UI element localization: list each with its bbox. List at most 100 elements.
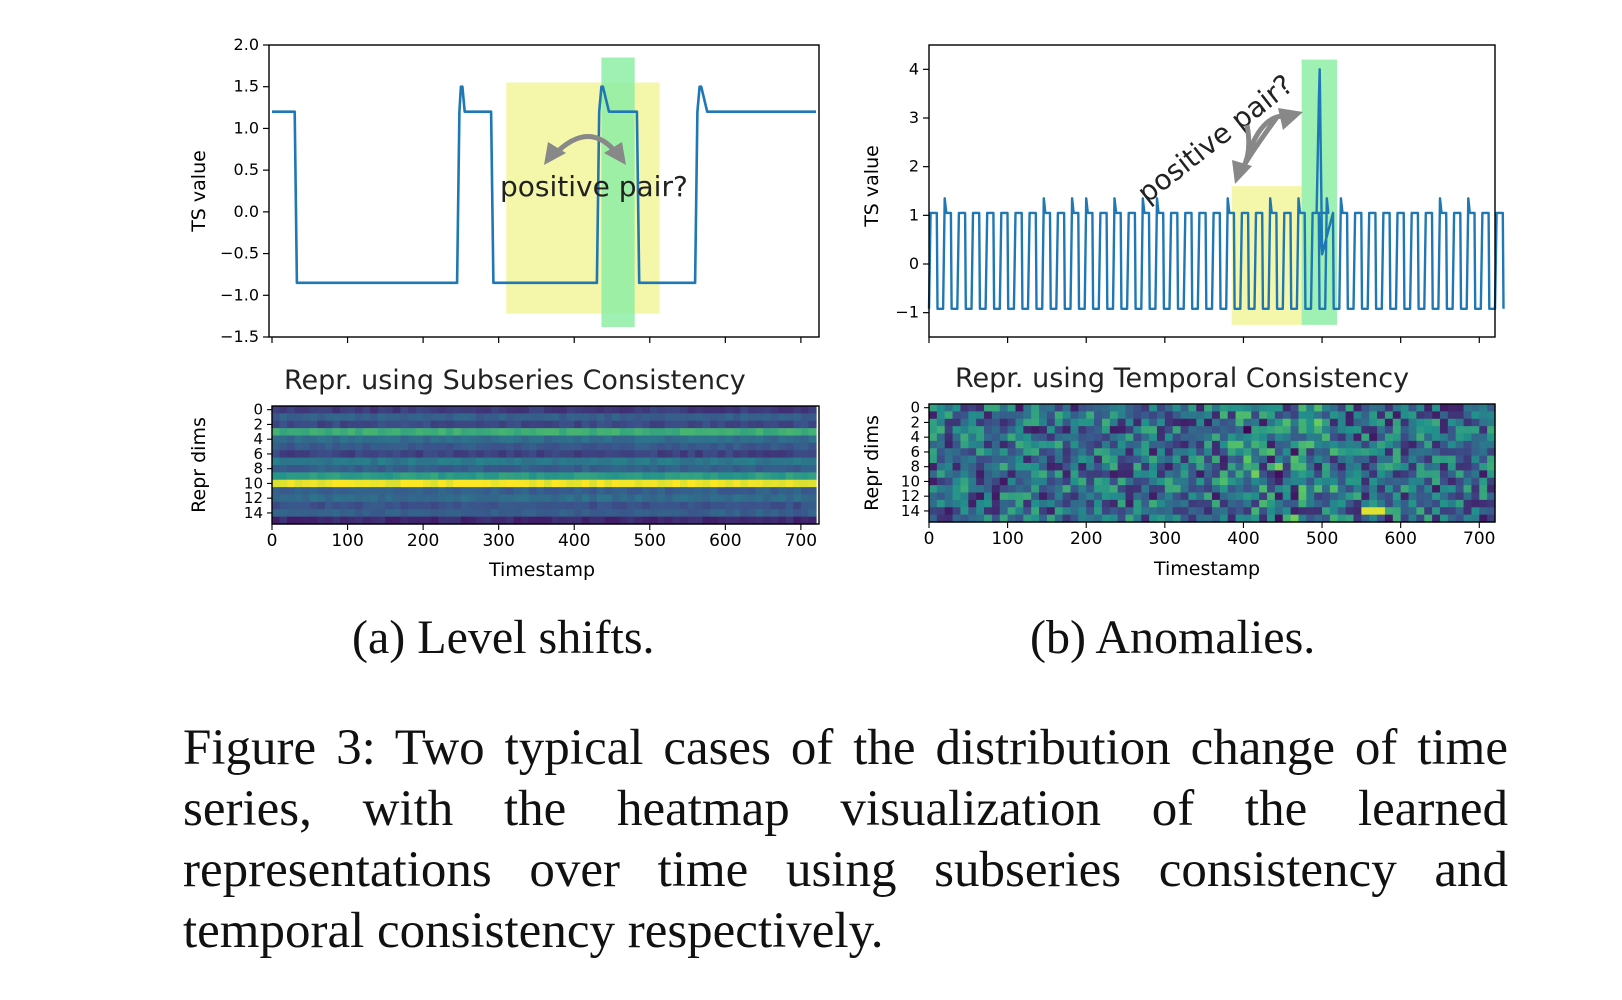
heatmap-cell	[362, 509, 371, 518]
heatmap-cell	[1046, 418, 1056, 427]
heatmap-cell	[748, 435, 757, 444]
heatmap-cell	[1322, 448, 1331, 457]
heatmap-cell	[445, 516, 454, 525]
heatmap-cell	[999, 404, 1009, 412]
heatmap-cell	[1196, 448, 1205, 457]
heatmap-cell	[1062, 440, 1072, 449]
heatmap-cell	[1141, 448, 1150, 457]
heatmap-cell	[1039, 485, 1048, 494]
heatmap-cell	[627, 487, 636, 496]
heatmap-cell	[1243, 411, 1252, 420]
heatmap-cell	[1031, 492, 1040, 501]
heatmap-cell	[317, 479, 326, 488]
heatmap-cell	[1062, 499, 1072, 508]
heatmap-cell	[1031, 411, 1040, 420]
heatmap-cell	[1251, 485, 1260, 494]
heatmap-cell	[589, 435, 598, 444]
heatmap-cell	[936, 492, 946, 501]
heatmap-cell	[1188, 411, 1197, 420]
heatmap-cell	[732, 465, 742, 473]
heatmap-cell	[1400, 477, 1410, 486]
heatmap-cell	[400, 465, 409, 473]
heatmap-cell	[347, 413, 356, 422]
heatmap-cell	[551, 516, 560, 525]
heatmap-cell	[1439, 463, 1449, 471]
heatmap-cell	[1259, 470, 1268, 479]
heatmap-cell	[385, 465, 394, 473]
heatmap-cell	[415, 420, 424, 429]
heatmap-cell	[657, 487, 666, 496]
heatmap-cell	[778, 406, 787, 414]
heatmap-cell	[294, 442, 303, 451]
heatmap-cell	[976, 411, 985, 420]
heatmap-cell	[664, 487, 674, 496]
heatmap-cell	[999, 499, 1009, 508]
heatmap-cell	[1196, 492, 1205, 501]
heatmap-cell	[294, 479, 303, 488]
heatmap-cell	[415, 457, 424, 466]
heatmap-cell	[1479, 463, 1488, 471]
heatmap-cell	[476, 420, 485, 429]
heatmap-cell	[415, 479, 424, 488]
heatmap-cell	[999, 455, 1009, 464]
heatmap-cell	[1282, 514, 1292, 523]
heatmap-cell	[317, 465, 326, 473]
heatmap-cell	[763, 457, 772, 466]
heatmap-cell	[460, 465, 470, 473]
heatmap-cell	[294, 516, 303, 525]
heatmap-cell	[521, 465, 530, 473]
heatmap-cell	[755, 487, 764, 496]
heatmap-cell	[976, 455, 985, 464]
heatmap-cell	[1479, 404, 1488, 412]
ytick-label: 0.5	[234, 160, 259, 179]
heatmap-cell	[400, 509, 409, 518]
heatmap-cell	[960, 455, 969, 464]
heatmap-cell	[1204, 411, 1213, 420]
heatmap-cell	[528, 428, 538, 437]
heatmap-cell	[717, 428, 726, 437]
heatmap-cell	[976, 514, 985, 523]
heatmap-cell	[385, 413, 394, 422]
heatmap-cell	[1259, 426, 1268, 435]
heatmap-ylabel-b: Repr dims	[861, 415, 883, 511]
heatmap-cell	[1251, 426, 1260, 435]
heatmap-cell	[453, 501, 462, 510]
heatmap-cell	[1219, 411, 1229, 420]
heatmap-cell	[687, 442, 696, 451]
heatmap-cell	[1086, 485, 1095, 494]
heatmap-cell	[1290, 433, 1300, 442]
heatmap-cell	[347, 428, 356, 437]
heatmap-cell	[695, 406, 704, 414]
heatmap-cell	[1219, 418, 1229, 427]
heatmap-cell	[1282, 455, 1292, 464]
heatmap-cell	[1369, 485, 1378, 494]
heatmap-cell	[272, 472, 281, 481]
heatmap-cell	[415, 428, 424, 437]
heatmap-cell	[936, 470, 946, 479]
heatmap-cell	[649, 406, 658, 414]
heatmap-cell	[1322, 440, 1331, 449]
heatmap-cell	[1463, 492, 1473, 501]
heatmap-cell	[1353, 463, 1362, 471]
heatmap-cell	[309, 501, 318, 510]
heatmap-cell	[1424, 463, 1433, 471]
heatmap-cell	[1298, 426, 1307, 435]
heatmap-cell	[317, 494, 326, 503]
heatmap-cell	[1086, 507, 1095, 516]
heatmap-cell	[438, 420, 447, 429]
heatmap-cell	[415, 413, 424, 422]
heatmap-cell	[1384, 404, 1394, 412]
heatmap-cell	[1212, 499, 1221, 508]
heatmap-cell	[944, 470, 954, 479]
heatmap-ytick-label: 6	[910, 443, 920, 461]
heatmap-cell	[596, 406, 606, 414]
heatmap-cell	[377, 465, 386, 473]
heatmap-cell	[362, 428, 371, 437]
heatmap-cell	[566, 406, 575, 414]
heatmap-cell	[649, 479, 658, 488]
heatmap-cell	[589, 413, 598, 422]
heatmap-cell	[672, 465, 681, 473]
heatmap-cell	[612, 494, 621, 503]
heatmap-cell	[808, 413, 817, 422]
heatmap-cell	[566, 465, 575, 473]
